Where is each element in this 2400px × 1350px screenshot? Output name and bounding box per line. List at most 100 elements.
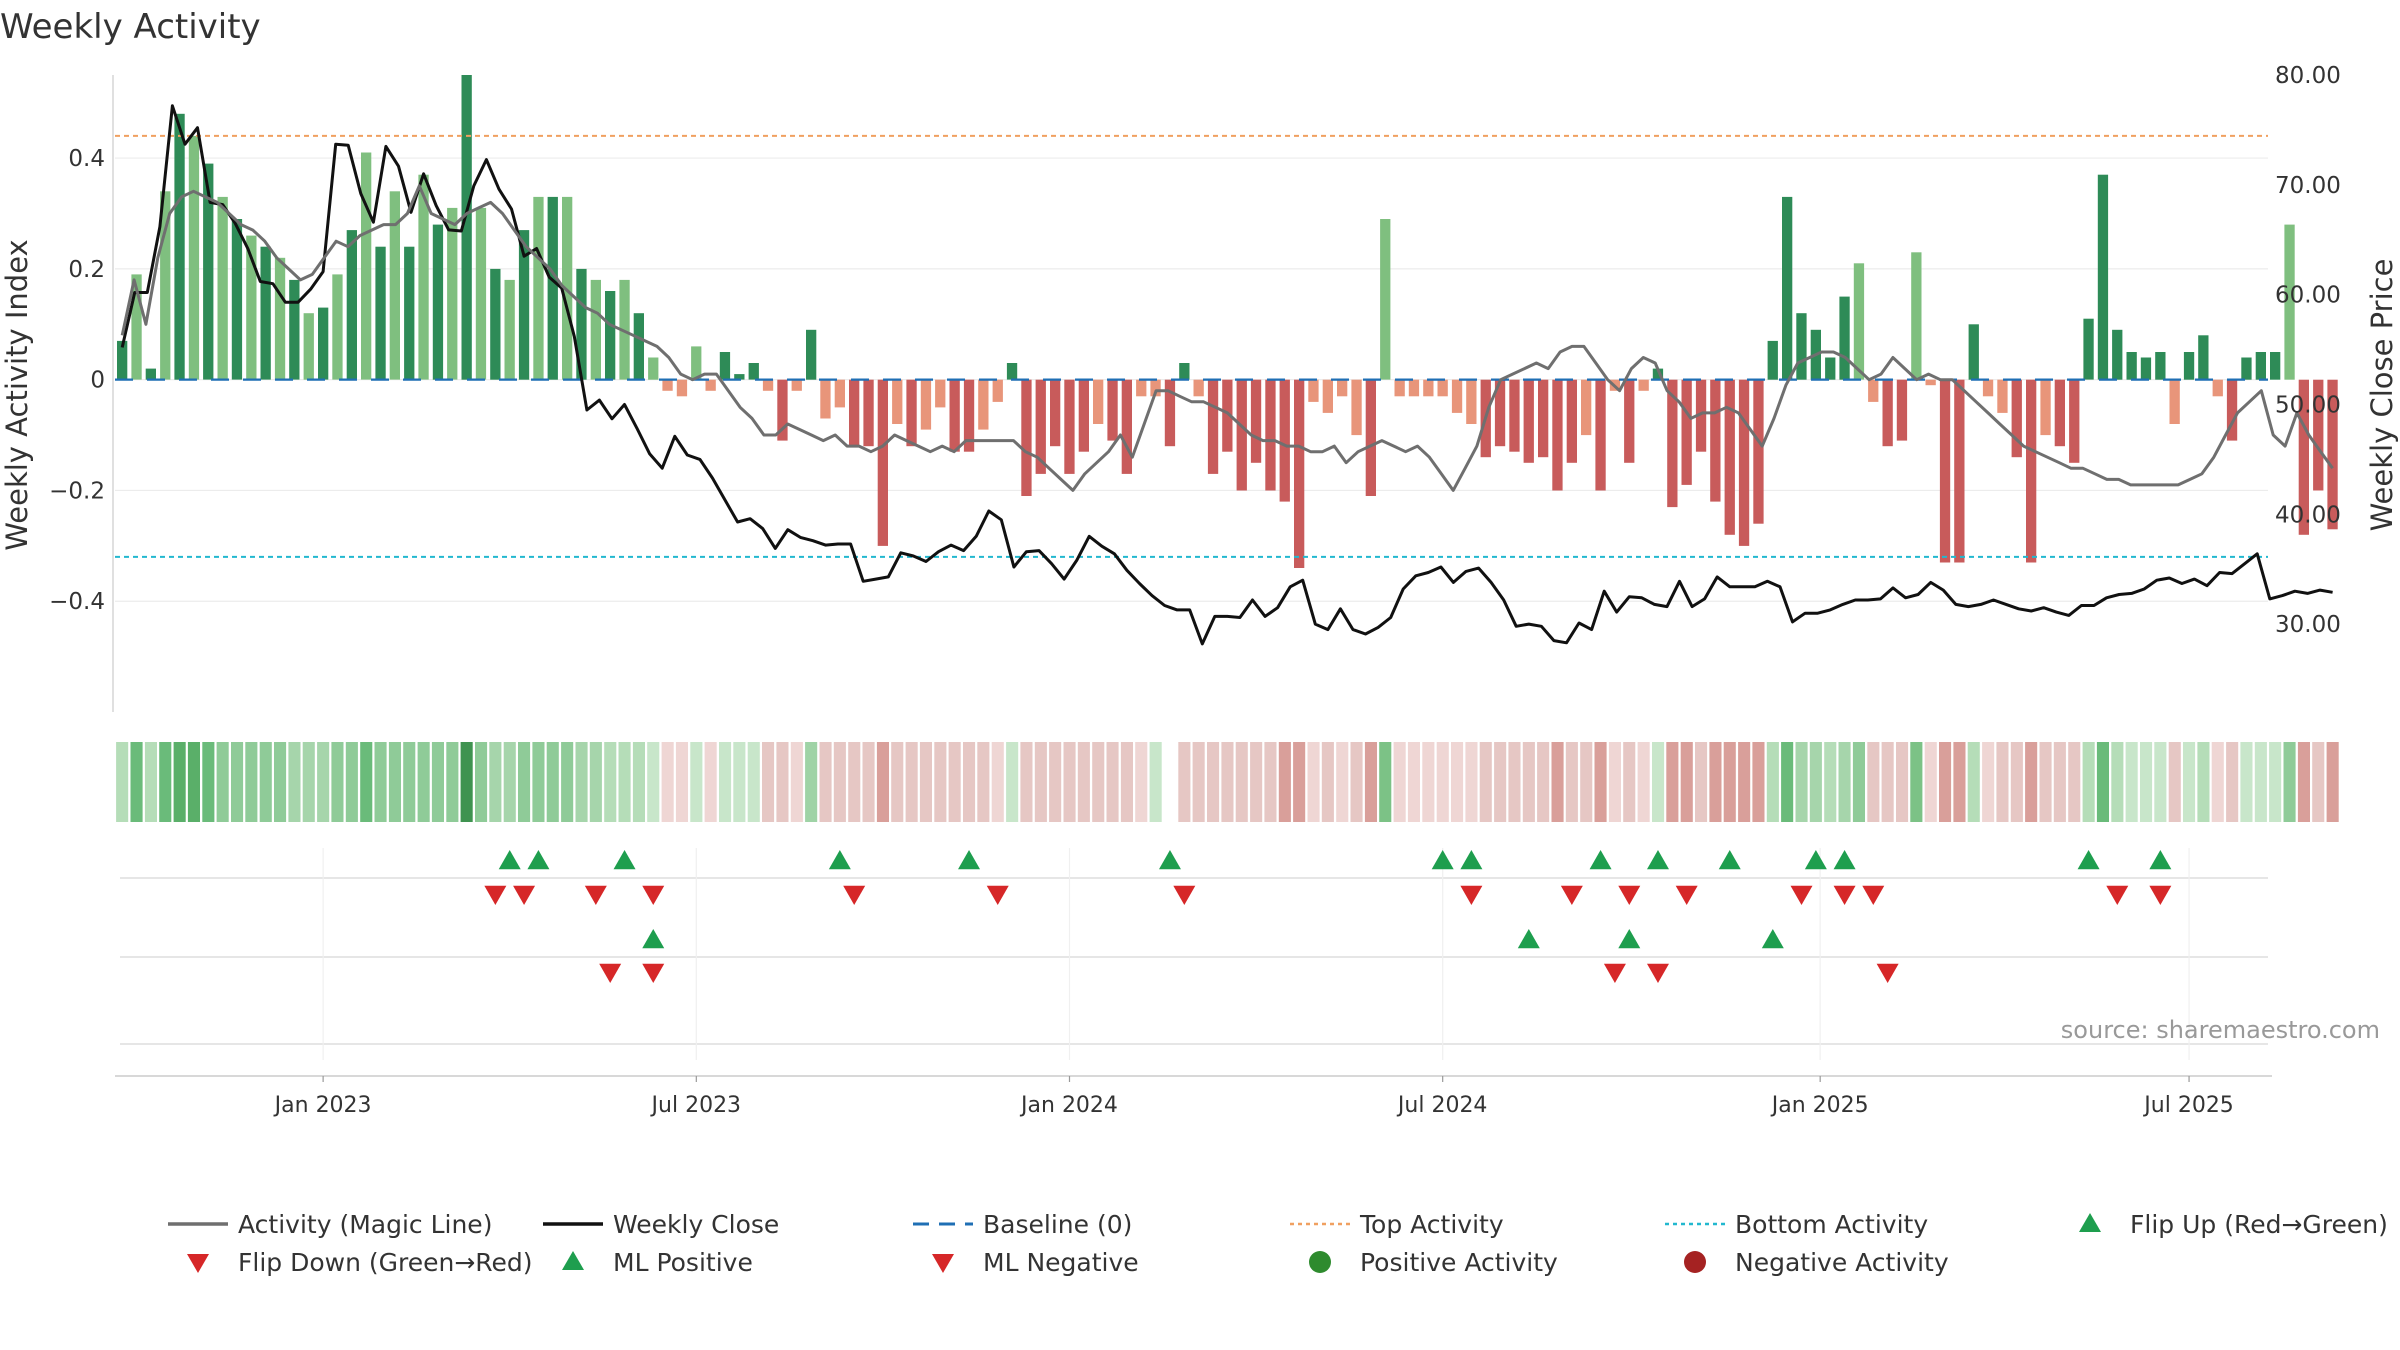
strip-cell <box>934 742 947 822</box>
strip-cell <box>1608 742 1621 822</box>
activity-bar <box>490 268 501 380</box>
strip-cell <box>963 742 976 822</box>
strip-cell <box>1623 742 1636 822</box>
strip-cell <box>618 742 631 822</box>
legend-item: Positive Activity <box>1309 1248 1558 1277</box>
activity-bar <box>1207 379 1219 474</box>
flip-down-marker <box>1833 885 1856 905</box>
activity-bar <box>1093 379 1104 424</box>
left-tick-label: 0.4 <box>68 146 105 172</box>
strip-cell <box>1982 742 1995 822</box>
activity-bar <box>2011 379 2022 458</box>
strip-cell <box>446 742 459 822</box>
strip-cell <box>403 742 416 822</box>
strip-cell <box>1680 742 1693 822</box>
weekly-close-line <box>120 104 2333 646</box>
activity-bar <box>2241 357 2252 380</box>
activity-bar <box>1509 379 1520 452</box>
activity-bar <box>1968 324 1979 380</box>
legend-item: ML Positive <box>562 1248 753 1277</box>
activity-bar <box>719 352 731 380</box>
strip-cell <box>475 742 488 822</box>
legend-label: Weekly Close <box>613 1210 779 1239</box>
activity-bar <box>892 379 903 424</box>
activity-bar <box>1423 379 1434 397</box>
strip-cell <box>1221 742 1234 822</box>
x-axis: Jan 2023 Jul 2023 Jan 2024 Jul 2024 Jan 2025… <box>115 1075 2272 1118</box>
ml-positive-marker <box>1761 929 1784 949</box>
activity-bar <box>1523 379 1534 463</box>
activity-bar <box>1193 379 1204 397</box>
strip-cell <box>2068 742 2081 822</box>
strip-cell <box>1551 742 1564 822</box>
activity-bar <box>1782 196 1793 380</box>
strip-cell <box>1278 742 1291 822</box>
strip-cell <box>1250 742 1263 822</box>
activity-bar <box>2327 379 2338 530</box>
strip-cell <box>2154 742 2167 822</box>
right-tick-label: 80.00 <box>2275 63 2341 89</box>
activity-bar <box>1796 313 1807 380</box>
flip-down-marker <box>2106 885 2129 905</box>
strip-cell <box>991 742 1004 822</box>
activity-bar <box>863 379 874 447</box>
strip-cell <box>1006 742 1019 822</box>
ml-positive-marker <box>1517 929 1540 949</box>
strip-cell <box>259 742 272 822</box>
activity-bar <box>332 274 343 380</box>
activity-bar <box>834 379 845 408</box>
right-tick-label: 40.00 <box>2275 502 2341 528</box>
activity-bar <box>648 357 659 380</box>
strip-cell <box>862 742 875 822</box>
axes: 0.4 0.2 0 −0.2 −0.4 80.00 70.00 60.00 50.00 40.00… <box>49 63 2341 712</box>
strip-cell <box>1465 742 1478 822</box>
activity-bar <box>1925 379 1936 386</box>
activity-bar <box>274 257 286 380</box>
strip-cell <box>1637 742 1650 822</box>
strip-cell <box>173 742 186 822</box>
activity-bar <box>131 274 142 380</box>
activity-bar <box>447 207 458 380</box>
strip-cell <box>1336 742 1349 822</box>
flip-up-marker <box>498 850 521 870</box>
activity-heat-strip <box>116 742 2339 822</box>
activity-bar <box>2183 352 2195 380</box>
flip-up-marker <box>1431 850 1454 870</box>
flip-up-marker <box>1833 850 1856 870</box>
x-tick-label: Jul 2024 <box>1396 1093 1488 1118</box>
activity-bar <box>1552 379 1563 491</box>
activity-bar <box>1236 379 1247 491</box>
activity-bar <box>2212 379 2223 397</box>
activity-bar <box>920 379 932 430</box>
strip-cell <box>1766 742 1779 822</box>
flip-up-marker <box>527 850 550 870</box>
activity-bar <box>188 135 200 380</box>
activity-bar <box>1896 379 1908 441</box>
strip-cell <box>2297 742 2310 822</box>
strip-cell <box>130 742 143 822</box>
legend: Activity (Magic Line) Weekly Close Baselin… <box>168 1210 2388 1277</box>
flip-up-marker <box>613 850 636 870</box>
strip-cell <box>1996 742 2009 822</box>
strip-cell <box>1896 742 1909 822</box>
strip-cell <box>647 742 660 822</box>
strip-cell <box>848 742 861 822</box>
strip-cell <box>2312 742 2325 822</box>
right-axis-label: Weekly Close Price <box>2365 259 2399 532</box>
strip-cell <box>2254 742 2267 822</box>
strip-cell <box>116 742 129 822</box>
ml-negative-marker <box>599 963 622 983</box>
activity-bar <box>174 113 185 380</box>
strip-cell <box>561 742 574 822</box>
strip-cell <box>2226 742 2239 822</box>
flip-down-marker <box>986 885 1009 905</box>
strip-cell <box>661 742 674 822</box>
activity-bar <box>762 379 774 391</box>
activity-bar <box>576 268 587 380</box>
flip-down-marker <box>843 885 866 905</box>
strip-cell <box>1135 742 1148 822</box>
activity-bar <box>734 374 745 380</box>
activity-bar <box>662 379 673 391</box>
activity-bar <box>1035 379 1046 474</box>
